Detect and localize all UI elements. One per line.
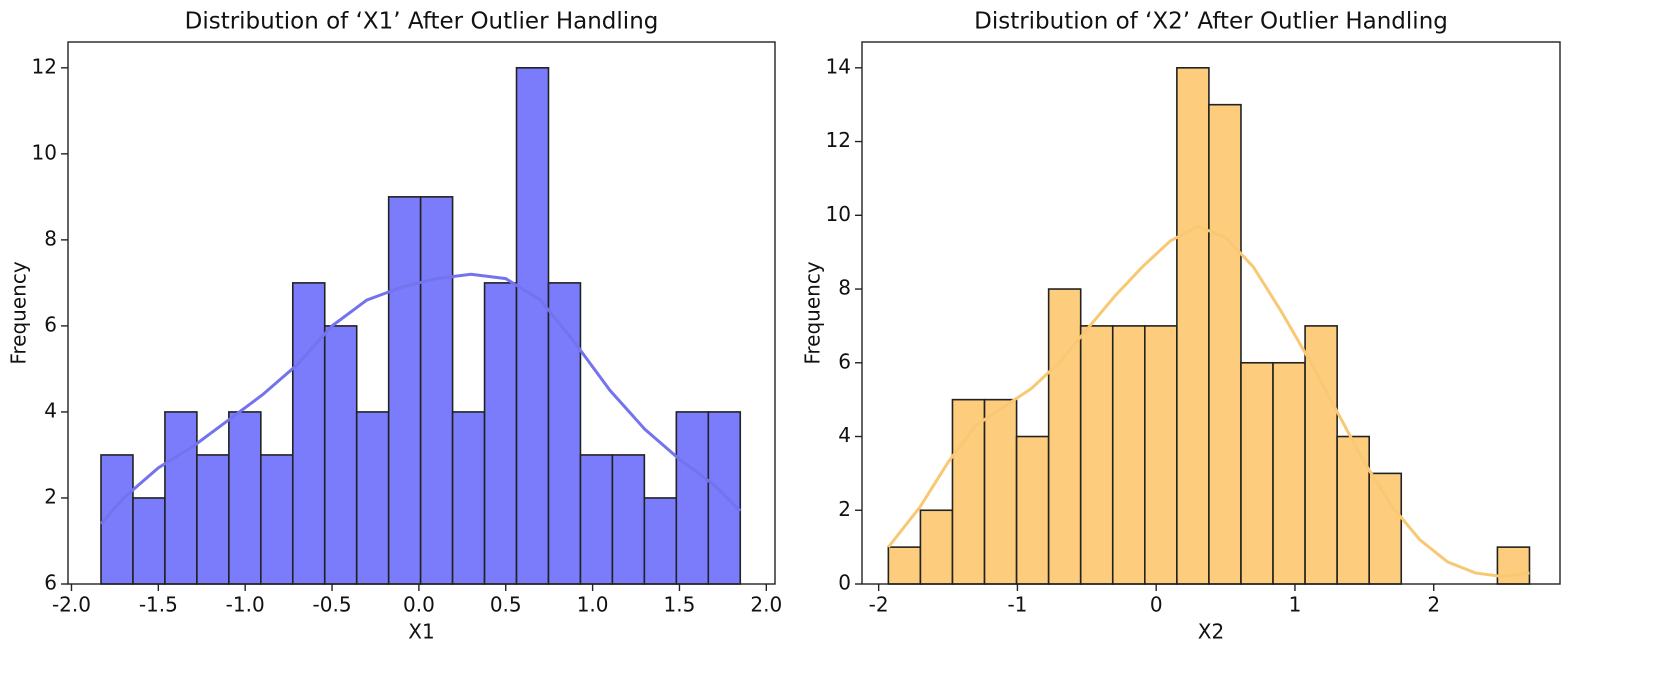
y-tick-label: 12: [826, 128, 851, 152]
bar: [1208, 103, 1242, 585]
bar: [707, 411, 742, 585]
x-tick-label: 0: [1150, 593, 1163, 617]
bar: [291, 282, 326, 585]
kde-line: [99, 272, 742, 525]
bar: [1368, 472, 1403, 585]
kde-line: [887, 224, 1530, 579]
bar: [951, 398, 986, 585]
y-tick-label: 10: [826, 202, 851, 226]
bar: [1272, 361, 1306, 585]
bar: [919, 509, 954, 585]
x-tick-label: 0.0: [403, 593, 435, 617]
bar: [983, 398, 1018, 585]
bar: [579, 454, 614, 585]
x-tick-label: 1: [1289, 593, 1302, 617]
bar: [611, 454, 646, 585]
axes-frame: [861, 41, 1561, 585]
bar: [1304, 325, 1338, 585]
x-tick-label: -1.5: [139, 593, 178, 617]
x-tick-label: -2.0: [52, 593, 91, 617]
x-tick-label: 2.0: [750, 593, 782, 617]
x-tick-label: -1.0: [226, 593, 265, 617]
bar: [419, 196, 454, 585]
x-axis-label: X2: [1198, 620, 1224, 644]
bar: [196, 454, 230, 585]
x-tick-label: 1.0: [577, 593, 609, 617]
x-tick-label: -1: [1007, 593, 1027, 617]
y-tick-label: 8: [44, 226, 57, 250]
bar: [451, 411, 486, 585]
bar: [1496, 546, 1531, 585]
y-tick-label: 0: [838, 571, 851, 595]
bar: [1079, 325, 1114, 585]
chart-title: Distribution of ‘X2’ After Outlier Handl…: [974, 9, 1448, 35]
bar: [164, 411, 198, 585]
bar: [323, 325, 358, 585]
bar: [675, 411, 710, 585]
y-tick-label: 14: [826, 54, 851, 78]
bar: [228, 411, 262, 585]
x-tick-label: 0.5: [490, 593, 522, 617]
y-tick-label: 6: [44, 571, 57, 595]
y-tick-label: 4: [838, 423, 851, 447]
y-axis-label: Frequency: [801, 261, 825, 364]
x-tick-label: -2: [869, 593, 889, 617]
x-tick-label: 2: [1427, 593, 1440, 617]
x-axis-label: X1: [408, 620, 434, 644]
bar: [1015, 435, 1050, 585]
x-tick-label: 1.5: [664, 593, 696, 617]
bar: [483, 282, 518, 585]
bar: [132, 497, 166, 585]
bar: [547, 282, 582, 585]
bar: [355, 411, 390, 585]
chart-title: Distribution of ‘X1’ After Outlier Handl…: [185, 9, 659, 35]
y-tick-label: 6: [838, 349, 851, 373]
y-tick-label: 2: [44, 484, 57, 508]
bar: [643, 497, 678, 585]
axes-frame: [67, 41, 776, 585]
bar: [1111, 325, 1146, 585]
y-tick-label: 10: [32, 140, 57, 164]
bar: [515, 67, 550, 585]
bar: [1047, 288, 1082, 585]
y-tick-label: 2: [838, 497, 851, 521]
bar: [387, 196, 422, 585]
bar: [1176, 67, 1210, 585]
bar: [1240, 361, 1274, 585]
y-tick-label: 12: [32, 54, 57, 78]
y-tick-label: 6: [44, 312, 57, 336]
bar: [1336, 435, 1370, 585]
y-tick-label: 4: [44, 398, 57, 422]
x-tick-label: -0.5: [313, 593, 352, 617]
bar: [1144, 325, 1178, 585]
bar: [887, 546, 922, 585]
bar: [260, 454, 294, 585]
y-axis-label: Frequency: [7, 261, 31, 364]
y-tick-label: 8: [838, 276, 851, 300]
